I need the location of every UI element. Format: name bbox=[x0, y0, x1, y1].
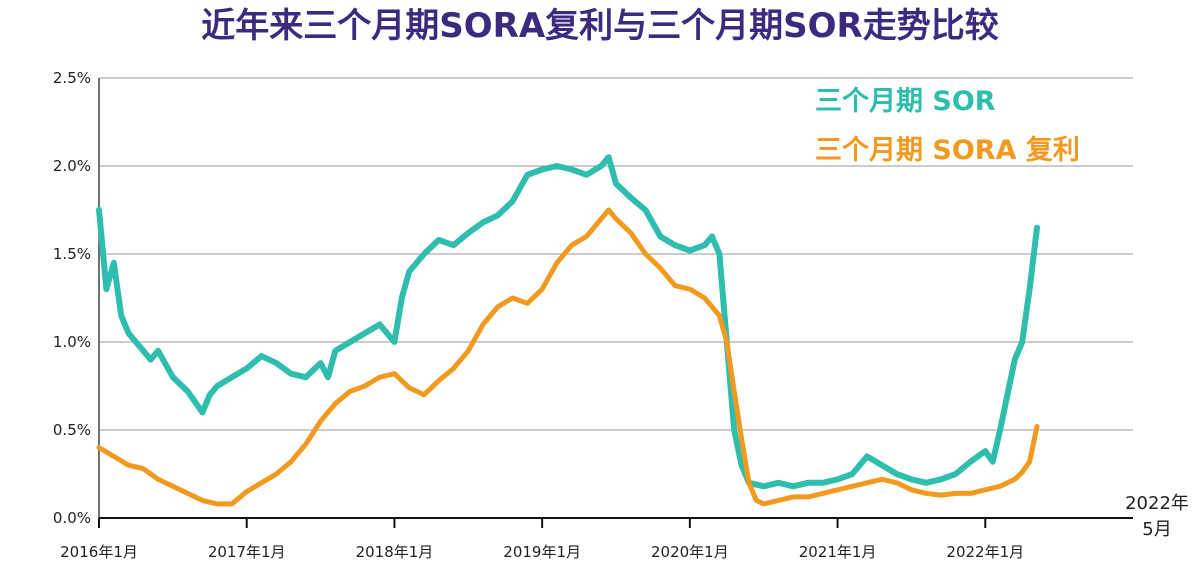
legend-label-sor: 三个月期 SOR bbox=[815, 86, 996, 117]
x-tick-label: 2017年1月 bbox=[208, 543, 286, 561]
x-tick-label: 2020年1月 bbox=[651, 543, 729, 561]
series-line-sora bbox=[96, 207, 1040, 507]
x-tick-label: 2022年1月 bbox=[946, 543, 1024, 561]
y-tick-label: 1.5% bbox=[53, 245, 91, 263]
chart-title: 近年来三个月期SORA复利与三个月期SOR走势比较 bbox=[201, 6, 999, 46]
y-tick-label: 1.0% bbox=[53, 333, 91, 351]
series-lines bbox=[96, 154, 1040, 507]
y-tick-label: 2.5% bbox=[53, 69, 91, 87]
x-tick-label: 2021年1月 bbox=[799, 543, 877, 561]
end-date-line: 5月 bbox=[1142, 519, 1171, 540]
end-date-line: 2022年 bbox=[1125, 493, 1189, 514]
legend: 三个月期 SOR 三个月期 SORA 复利 bbox=[815, 86, 1080, 166]
y-tick-label: 2.0% bbox=[53, 157, 91, 175]
y-tick-label: 0.5% bbox=[53, 421, 91, 439]
axes bbox=[98, 78, 1133, 528]
y-tick-labels: 0.0% 0.5% 1.0% 1.5% 2.0% 2.5% bbox=[53, 69, 91, 527]
x-tick-label: 2019年1月 bbox=[503, 543, 581, 561]
gridlines bbox=[99, 77, 1133, 431]
x-tick-labels: 2016年1月 2017年1月 2018年1月 2019年1月 2020年1月 2021年… bbox=[60, 543, 1024, 561]
x-tick-label: 2016年1月 bbox=[60, 543, 138, 561]
x-tick-label: 2018年1月 bbox=[356, 543, 434, 561]
legend-label-sora: 三个月期 SORA 复利 bbox=[815, 135, 1080, 166]
series-line-sor bbox=[96, 154, 1040, 490]
end-date-label: 2022年 5月 bbox=[1125, 493, 1189, 540]
y-tick-label: 0.0% bbox=[53, 509, 91, 527]
